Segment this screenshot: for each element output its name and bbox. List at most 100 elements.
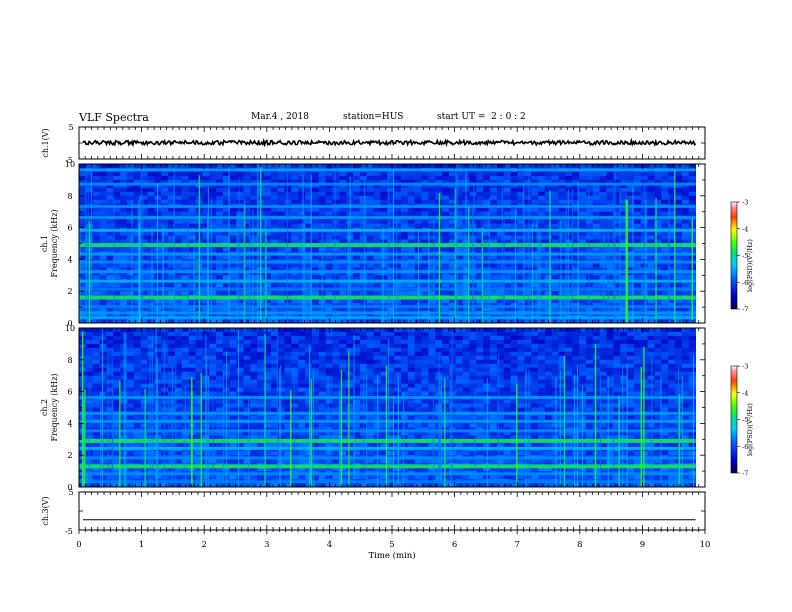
spectrogram-cell [503,223,512,228]
spectrogram-cell [79,183,87,189]
spectrogram-cell [476,355,484,361]
spectrogram-cell [599,175,607,181]
spectrogram-cell [284,231,292,236]
spectrogram-cell [387,183,395,189]
spectrogram-cell [524,267,532,272]
spectrogram-cell [510,343,518,349]
spectrogram-cell [181,275,190,280]
spectrogram-cell [585,347,594,353]
spectrogram-cell [332,263,340,268]
spectrogram-cell [133,275,142,280]
spectrogram-cell [92,195,100,201]
spectrogram-cell [538,187,546,193]
spectrogram-cell [147,379,155,385]
spectrogram-cell [311,183,320,189]
spectrogram-cell [627,331,635,337]
spectrogram-cell [448,319,457,324]
spectrogram-cell [455,199,464,205]
spectrogram-cell [394,164,402,169]
spectrogram-cell [627,191,635,197]
spectrogram-cell [366,247,375,252]
spectrogram-cell [222,235,231,240]
spectrogram-cell [565,179,573,185]
spectrogram-cell [476,219,484,225]
spectrogram-cell [216,307,224,312]
spectrogram-cell [202,235,210,240]
spectrogram-cell [277,187,285,193]
spectrogram-cell [387,375,395,381]
spectrogram-cell [414,207,422,213]
spectrogram-cell [113,195,121,201]
spectrogram-cell [147,299,155,304]
spectrogram-cell [92,355,100,361]
spectrogram-cell [174,171,183,177]
spectrogram-cell [92,191,100,197]
spectrogram-cell [120,187,128,193]
spectrogram-cell [599,347,607,353]
spectrogram-cell [585,363,594,369]
spectrogram-cell [126,347,135,353]
spectrogram-cell [469,307,477,312]
spectrogram-cell [455,191,464,197]
spectrogram-cell [401,171,409,177]
sferic-streak [567,189,569,323]
spectrogram-cell [613,195,621,201]
spectrogram-cell [579,359,587,365]
spectrogram-cell [140,187,148,193]
spectrogram-cell [421,335,429,341]
spectrogram-cell [243,223,251,228]
spectrogram-cell [517,375,525,381]
spectrogram-cell [277,207,285,213]
spectrogram-cell [236,164,244,169]
spectrogram-cell [263,175,272,181]
spectrogram-cell [106,343,114,349]
spectrogram-cell [270,335,279,341]
spectrogram-cell [79,307,87,312]
spectrogram-cell [414,375,422,381]
spectrogram-cell [359,263,368,268]
spectrogram-cell [250,275,258,280]
spectrogram-cell [188,335,196,341]
spectrogram-cell [483,171,491,177]
spectrogram-cell [229,299,237,304]
spectrogram-cell [469,367,477,373]
spectrogram-cell [531,207,539,213]
spectrogram-cell [120,231,128,236]
sferic-streak [515,209,517,323]
sferic-streak [157,183,159,323]
spectrogram-cell [106,275,114,280]
spectrogram-cell [531,351,539,357]
spectrogram-cell [620,267,628,272]
spectrogram-cell [346,363,354,369]
spectrogram-cell [538,283,546,288]
spectrogram-cell [407,339,416,345]
spectrogram-cell [277,211,285,217]
spectrogram-cell [181,247,190,252]
spectrogram-cell [291,219,299,225]
spectrogram-cell [490,223,498,228]
spectrogram-cell [209,275,217,280]
spectrogram-cell [435,164,443,169]
spectrogram-cell [620,331,628,337]
spectrogram-cell [654,355,662,361]
spectrogram-cell [394,271,402,276]
spectrogram-cell [510,367,518,373]
spectrogram-cell [490,331,498,337]
spectrogram-cell [442,164,450,169]
spectrogram-cell [243,195,251,201]
spectrogram-cell [380,379,388,385]
spectrogram-cell [263,219,272,225]
spectrogram-cell [174,235,183,240]
spectrogram-cell [469,207,477,213]
spectrogram-cell [188,271,196,276]
spectrogram-cell [572,219,580,225]
spectrogram-cell [174,255,183,260]
spectrogram-cell [243,171,251,177]
spectrogram-cell [332,283,340,288]
spectrogram-cell [133,263,142,268]
spectrogram-cell [558,319,566,324]
spectrogram-cell [681,371,690,377]
spectrogram-cell [92,347,100,353]
spectrogram-cell [613,331,621,337]
spectrogram-cell [332,355,340,361]
